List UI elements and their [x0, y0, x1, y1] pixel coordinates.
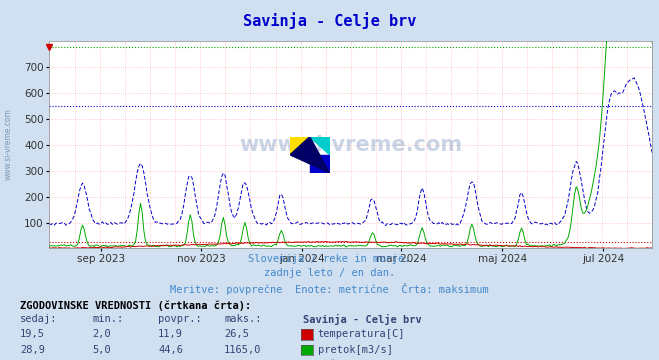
Text: temperatura[C]: temperatura[C] [318, 329, 405, 339]
Text: povpr.:: povpr.: [158, 314, 202, 324]
Text: 28,9: 28,9 [20, 345, 45, 355]
Text: 5,0: 5,0 [92, 345, 111, 355]
Polygon shape [310, 137, 330, 155]
Polygon shape [290, 137, 310, 155]
Text: pretok[m3/s]: pretok[m3/s] [318, 345, 393, 355]
Text: zadnje leto / en dan.: zadnje leto / en dan. [264, 268, 395, 278]
Text: min.:: min.: [92, 314, 123, 324]
Text: sedaj:: sedaj: [20, 314, 57, 324]
Text: ZGODOVINSKE VREDNOSTI (črtkana črta):: ZGODOVINSKE VREDNOSTI (črtkana črta): [20, 301, 251, 311]
Text: www.si-vreme.com: www.si-vreme.com [3, 108, 13, 180]
Text: 1165,0: 1165,0 [224, 345, 262, 355]
Text: Savinja - Celje brv: Savinja - Celje brv [303, 314, 422, 325]
Text: www.si-vreme.com: www.si-vreme.com [239, 135, 463, 155]
Text: maks.:: maks.: [224, 314, 262, 324]
Text: 26,5: 26,5 [224, 329, 249, 339]
Text: Savinja - Celje brv: Savinja - Celje brv [243, 13, 416, 30]
Text: 2,0: 2,0 [92, 329, 111, 339]
Text: Meritve: povprečne  Enote: metrične  Črta: maksimum: Meritve: povprečne Enote: metrične Črta:… [170, 283, 489, 294]
Bar [310, 155, 330, 173]
Polygon shape [290, 137, 330, 173]
Text: 44,6: 44,6 [158, 345, 183, 355]
Text: Slovenija / reke in morje.: Slovenija / reke in morje. [248, 254, 411, 264]
Text: 19,5: 19,5 [20, 329, 45, 339]
Text: 11,9: 11,9 [158, 329, 183, 339]
